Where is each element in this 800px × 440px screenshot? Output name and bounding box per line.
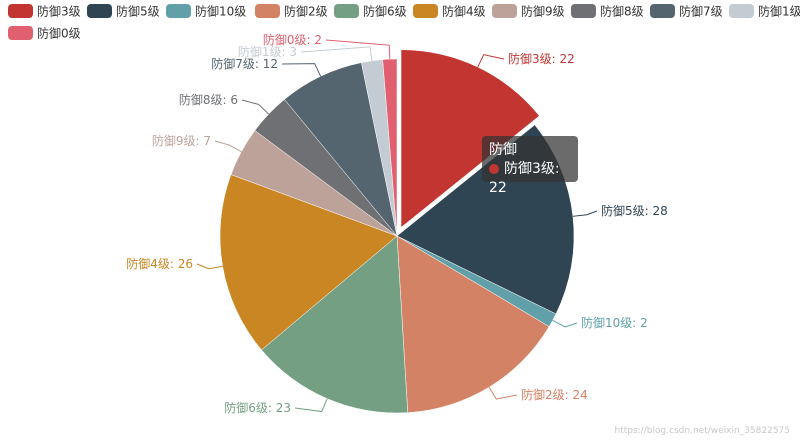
- legend-label: 防御4级: [442, 4, 486, 19]
- label-leader-line: [196, 263, 223, 270]
- label-leader-line: [488, 386, 518, 400]
- slice-label-level-4: 防御4级: 26: [126, 256, 193, 271]
- legend-item-level-8[interactable]: 防御8级: [571, 4, 644, 19]
- legend-item-level-3[interactable]: 防御3级: [8, 4, 81, 19]
- label-leader-line: [294, 398, 328, 413]
- label-leader-line: [325, 39, 391, 60]
- label-leader-line: [214, 140, 242, 153]
- pie-slice-level-3[interactable]: [401, 49, 540, 227]
- legend-swatch: [255, 4, 280, 18]
- legend-item-level-4[interactable]: 防御4级: [413, 4, 486, 19]
- slice-label-level-5: 防御5级: 28: [601, 203, 668, 218]
- label-leader-line: [281, 63, 322, 77]
- legend-item-level-10[interactable]: 防御10级: [166, 4, 246, 19]
- slice-label-level-1: 防御1级: 3: [238, 44, 297, 59]
- legend-item-level-5[interactable]: 防御5级: [87, 4, 160, 19]
- pie-slice-level-0[interactable]: [382, 58, 398, 237]
- legend-label: 防御1级: [758, 4, 800, 19]
- tooltip-value: 防御3级: 22: [489, 161, 560, 196]
- legend-item-level-7[interactable]: 防御7级: [650, 4, 723, 19]
- label-leader-line: [552, 319, 578, 328]
- legend-label: 防御5级: [116, 4, 160, 19]
- label-leader-line: [241, 99, 270, 115]
- label-leader-line: [572, 210, 598, 217]
- legend-item-level-1[interactable]: 防御1级: [729, 4, 800, 19]
- legend-label: 防御8级: [600, 4, 644, 19]
- legend-item-level-6[interactable]: 防御6级: [334, 4, 407, 19]
- slice-label-level-8: 防御8级: 6: [179, 92, 238, 107]
- slice-label-level-7: 防御7级: 12: [211, 56, 278, 71]
- legend-item-level-2[interactable]: 防御2级: [255, 4, 328, 19]
- chart-tooltip: 防御 防御3级: 22: [482, 136, 578, 196]
- legend-label: 防御9级: [521, 4, 565, 19]
- legend-label: 防御6级: [363, 4, 407, 19]
- slice-label-level-0: 防御0级: 2: [263, 32, 322, 47]
- legend-label: 防御3级: [37, 4, 81, 19]
- watermark: https://blog.csdn.net/weixin_35822575: [614, 426, 790, 436]
- legend-swatch: [87, 4, 112, 18]
- legend-swatch: [334, 4, 359, 18]
- legend-label: 防御7级: [679, 4, 723, 19]
- pie-slice-level-4[interactable]: [219, 174, 398, 351]
- legend-item-level-9[interactable]: 防御9级: [492, 4, 565, 19]
- legend-swatch: [571, 4, 596, 18]
- tooltip-row: 防御3级: 22: [489, 160, 571, 198]
- legend-swatch: [729, 4, 754, 18]
- legend-swatch: [492, 4, 517, 18]
- legend-swatch: [8, 4, 33, 18]
- legend-swatch: [8, 26, 33, 40]
- legend-label: 防御0级: [37, 26, 81, 41]
- tooltip-series-dot: [489, 164, 499, 174]
- legend-item-level-0[interactable]: 防御0级: [8, 26, 81, 41]
- slice-label-level-3: 防御3级: 22: [508, 51, 575, 66]
- slice-label-level-2: 防御2级: 24: [521, 387, 588, 402]
- slice-label-level-6: 防御6级: 23: [224, 400, 291, 415]
- label-leader-line: [477, 54, 505, 68]
- legend-swatch: [166, 4, 191, 18]
- chart-legend: 防御3级 防御5级 防御10级 防御2级 防御6级 防御4级 防御9级 防御8级 防御7级 防御1…: [8, 4, 800, 41]
- pie-slice-level-6[interactable]: [261, 235, 409, 414]
- legend-label: 防御10级: [195, 4, 246, 19]
- legend-swatch: [650, 4, 675, 18]
- slice-label-level-10: 防御10级: 2: [581, 315, 648, 330]
- slice-label-level-9: 防御9级: 7: [152, 133, 211, 148]
- legend-swatch: [413, 4, 438, 18]
- tooltip-title: 防御: [489, 142, 517, 158]
- slice-labels: 防御3级: 22 防御5级: 28 防御10级: 2 防御2级: 24 防御6级: 23…: [126, 32, 668, 415]
- pie-slices: [219, 49, 575, 414]
- label-leader-line: [300, 46, 373, 61]
- legend-label: 防御2级: [284, 4, 328, 19]
